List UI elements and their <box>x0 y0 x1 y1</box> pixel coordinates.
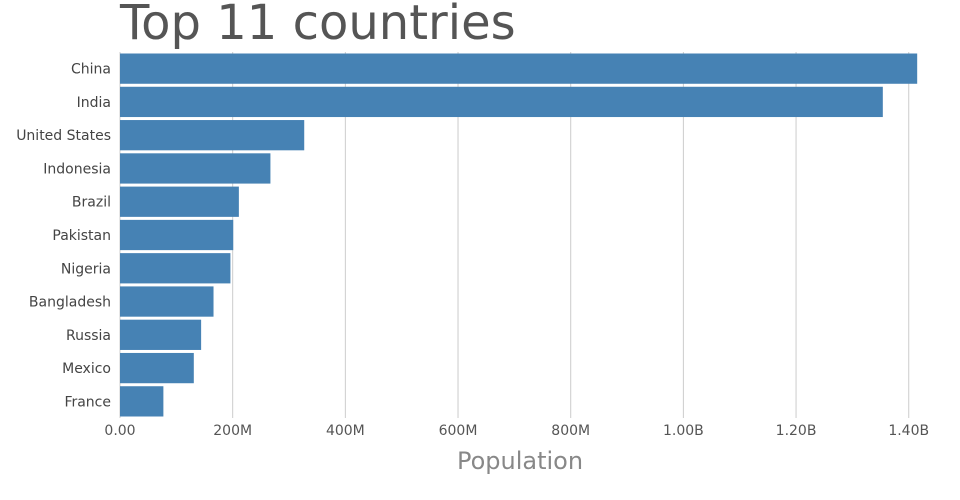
bar[interactable] <box>120 153 271 184</box>
category-label: Bangladesh <box>29 295 111 311</box>
category-label: France <box>64 394 111 410</box>
bar[interactable] <box>120 286 214 317</box>
x-tick-label: 0.00 <box>104 423 135 439</box>
bars <box>120 53 918 417</box>
x-tick-label: 200M <box>213 423 252 439</box>
category-label: Mexico <box>62 361 111 377</box>
bar[interactable] <box>120 386 164 417</box>
bar[interactable] <box>120 352 194 384</box>
category-label: Russia <box>66 328 111 344</box>
category-label: Indonesia <box>43 161 111 177</box>
bar[interactable] <box>120 120 305 151</box>
bar[interactable] <box>120 253 231 284</box>
x-tick-label: 400M <box>326 423 365 439</box>
x-tick-label: 1.20B <box>776 423 817 439</box>
category-label: Brazil <box>72 195 111 211</box>
bar[interactable] <box>120 219 234 251</box>
x-axis-title: Population <box>457 447 583 475</box>
x-tick-label: 800M <box>551 423 590 439</box>
x-tick-label: 1.00B <box>663 423 704 439</box>
bar[interactable] <box>120 186 239 217</box>
bar[interactable] <box>120 319 202 350</box>
bar[interactable] <box>120 53 918 84</box>
x-tick-labels: 0.00 200M 400M 600M 800M 1.00B 1.20B 1.40B <box>104 423 929 439</box>
x-tick-label: 1.40B <box>888 423 929 439</box>
chart-title: Top 11 countries <box>120 0 516 51</box>
x-tick-label: 600M <box>439 423 478 439</box>
category-label: China <box>71 62 111 78</box>
category-label: Pakistan <box>52 228 111 244</box>
category-label: Nigeria <box>61 261 111 277</box>
category-label: India <box>77 95 111 111</box>
category-labels: China India United States Indonesia Brazil Pa… <box>16 62 111 411</box>
bar[interactable] <box>120 86 883 118</box>
category-label: United States <box>16 128 111 144</box>
